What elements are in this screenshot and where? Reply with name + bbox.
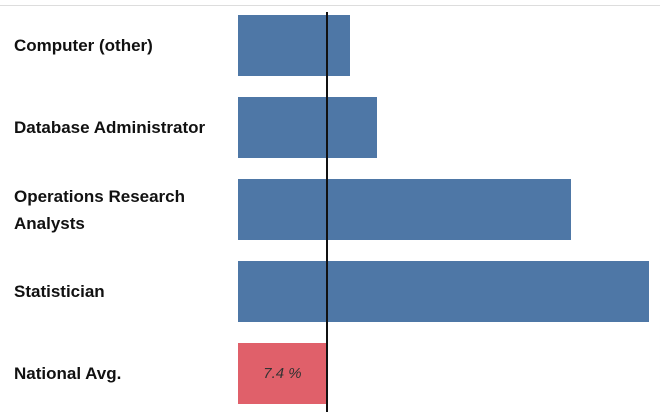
reference-line — [325, 12, 328, 412]
top-rule — [0, 5, 660, 6]
value-label: 7.4 % — [263, 365, 302, 382]
bar — [238, 97, 378, 158]
category-label: Operations Research Analysts — [14, 186, 186, 233]
category-label: National Avg. — [14, 364, 122, 383]
category-label: Computer (other) — [14, 36, 153, 55]
bar — [238, 261, 649, 322]
bar — [238, 15, 350, 76]
bar — [238, 179, 571, 240]
bar — [238, 343, 327, 404]
category-label: Database Administrator — [14, 118, 206, 137]
category-label: Statistician — [14, 282, 105, 301]
